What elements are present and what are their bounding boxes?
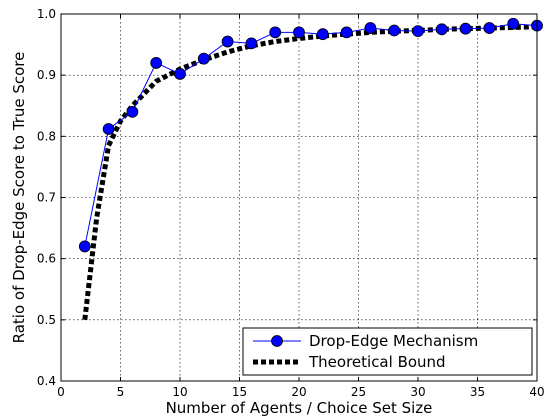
data-point [435, 23, 448, 36]
x-axis-label: Number of Agents / Choice Set Size [166, 399, 433, 417]
data-point [316, 28, 329, 41]
data-point [78, 240, 91, 253]
data-point [507, 17, 520, 30]
y-tick-label: 0.5 [37, 313, 56, 327]
data-point [102, 123, 115, 135]
legend-box [242, 327, 533, 376]
y-tick-label: 0.8 [37, 129, 56, 143]
y-tick-label: 0.7 [37, 191, 56, 205]
data-point [126, 105, 139, 118]
data-point [269, 26, 282, 39]
x-tick-label: 15 [232, 385, 247, 399]
legend: Drop-Edge Mechanism Theoretical Bound [242, 327, 533, 376]
legend-marker-drop-edge-mechanism [271, 335, 283, 347]
data-point [459, 22, 472, 35]
series-layer [78, 17, 543, 321]
data-point [245, 37, 258, 50]
x-tick-label: 40 [529, 385, 544, 399]
x-tick-label: 0 [57, 385, 65, 399]
x-tick-label: 25 [351, 385, 366, 399]
data-point [388, 24, 401, 37]
data-point [340, 26, 353, 39]
x-tick-label: 20 [291, 385, 306, 399]
y-tick-label: 1.0 [37, 7, 56, 21]
data-point [150, 57, 163, 69]
legend-label-theoretical-bound: Theoretical Bound [308, 353, 446, 371]
data-point [221, 35, 234, 48]
y-tick-label: 0.9 [37, 68, 56, 82]
x-tick-label: 10 [172, 385, 187, 399]
data-point [174, 68, 186, 80]
y-tick-label: 0.4 [37, 374, 56, 388]
data-point [197, 52, 210, 65]
data-point [364, 22, 377, 34]
y-tick-label: 0.6 [37, 252, 56, 266]
x-tick-label: 5 [117, 385, 125, 399]
x-tick-label: 30 [410, 385, 425, 399]
x-tick-label: 35 [470, 385, 485, 399]
grid [61, 14, 537, 381]
data-point [412, 25, 424, 38]
data-point [293, 26, 305, 39]
y-axis-label: Ratio of Drop-Edge Score to True Score [10, 52, 28, 344]
ticks: 0 5 10 15 20 25 30 35 40 0.4 0.5 0.6 0.7 0.8 0.9 1.0 [37, 7, 545, 399]
legend-label-drop-edge-mechanism: Drop-Edge Mechanism [309, 332, 478, 350]
data-point [483, 22, 496, 34]
